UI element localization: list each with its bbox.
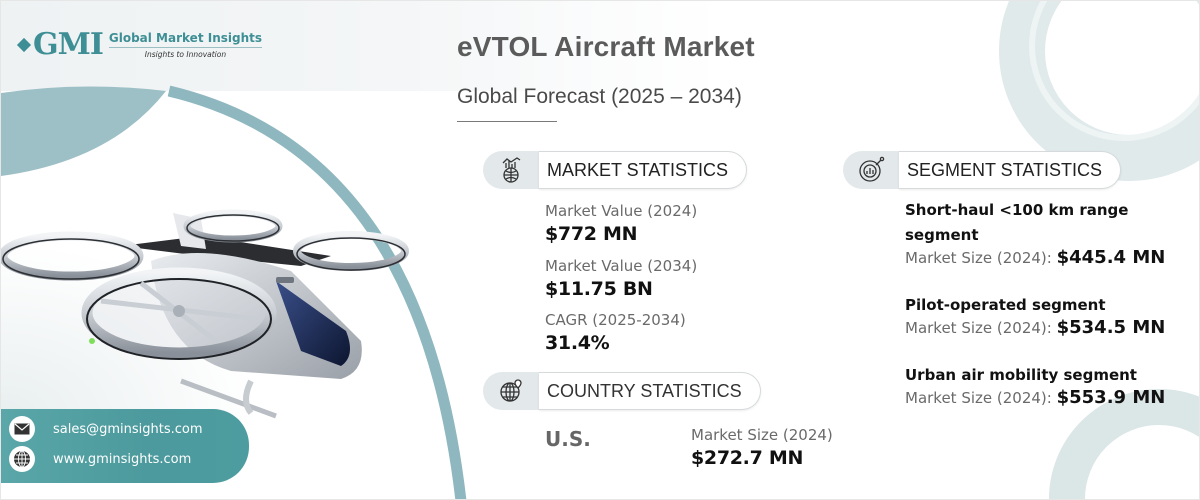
segment-short-haul-title: Short-haul <100 km range segment bbox=[905, 201, 1129, 244]
market-value-2034: $11.75 BN bbox=[545, 278, 653, 300]
segment-statistics-header: SEGMENT STATISTICS bbox=[843, 151, 1122, 189]
envelope-icon bbox=[9, 416, 35, 442]
segment-short-haul-market-size: Market Size (2024): $445.4 MN bbox=[905, 247, 1166, 268]
country-statistics-header: COUNTRY STATISTICS bbox=[483, 372, 761, 410]
logo-diamond-icon bbox=[16, 37, 32, 52]
brand-tagline: Insights to Innovation bbox=[144, 49, 227, 59]
market-statistics-header: MARKET STATISTICS bbox=[483, 151, 748, 189]
contact-panel: sales@gminsights.com www.gminsights.com bbox=[1, 409, 249, 483]
country-statistics-title: COUNTRY STATISTICS bbox=[539, 372, 761, 410]
chart-globe-icon bbox=[483, 151, 539, 189]
evtol-aircraft-image bbox=[1, 209, 409, 419]
country-market-size-value: $272.7 MN bbox=[691, 447, 804, 469]
logo-mark: GMI bbox=[16, 27, 104, 62]
segment-urban-air-mobility-title: Urban air mobility segment bbox=[905, 366, 1137, 384]
contact-email[interactable]: sales@gminsights.com bbox=[9, 416, 203, 442]
segment-pilot-operated-title: Pilot-operated segment bbox=[905, 296, 1106, 314]
segment-short-haul-value: $445.4 MN bbox=[1056, 247, 1166, 268]
decorative-ring-top-right-inner bbox=[1029, 1, 1199, 141]
segment-pilot-operated-value: $534.5 MN bbox=[1056, 317, 1166, 338]
market-value-2024: $772 MN bbox=[545, 223, 638, 245]
brand-name: Global Market Insights bbox=[108, 31, 263, 48]
email-link[interactable]: sales@gminsights.com bbox=[53, 421, 203, 437]
market-value-2034-label: Market Value (2034) bbox=[545, 257, 698, 275]
target-chart-icon bbox=[843, 151, 899, 189]
market-statistics-title: MARKET STATISTICS bbox=[539, 151, 748, 189]
country-name: U.S. bbox=[545, 427, 591, 451]
title-divider bbox=[457, 121, 557, 122]
country-market-size-label: Market Size (2024) bbox=[691, 426, 833, 444]
contact-website[interactable]: www.gminsights.com bbox=[9, 446, 191, 472]
website-link[interactable]: www.gminsights.com bbox=[53, 451, 192, 467]
segment-pilot-operated-market-size: Market Size (2024): $534.5 MN bbox=[905, 317, 1166, 338]
segment-statistics-title: SEGMENT STATISTICS bbox=[899, 151, 1122, 189]
segment-urban-air-mobility-value: $553.9 MN bbox=[1056, 387, 1166, 408]
gmi-logo: GMI Global Market Insights Insights to I… bbox=[16, 27, 263, 62]
cagr-label: CAGR (2025-2034) bbox=[545, 311, 686, 329]
globe-pin-icon bbox=[483, 372, 539, 410]
cagr-value: 31.4% bbox=[545, 332, 610, 354]
globe-icon bbox=[9, 446, 35, 472]
page-title: eVTOL Aircraft Market bbox=[457, 31, 755, 62]
page-subtitle: Global Forecast (2025 – 2034) bbox=[457, 85, 742, 108]
segment-urban-air-mobility-market-size: Market Size (2024): $553.9 MN bbox=[905, 387, 1166, 408]
market-value-2024-label: Market Value (2024) bbox=[545, 202, 698, 220]
background-band bbox=[1, 1, 721, 91]
